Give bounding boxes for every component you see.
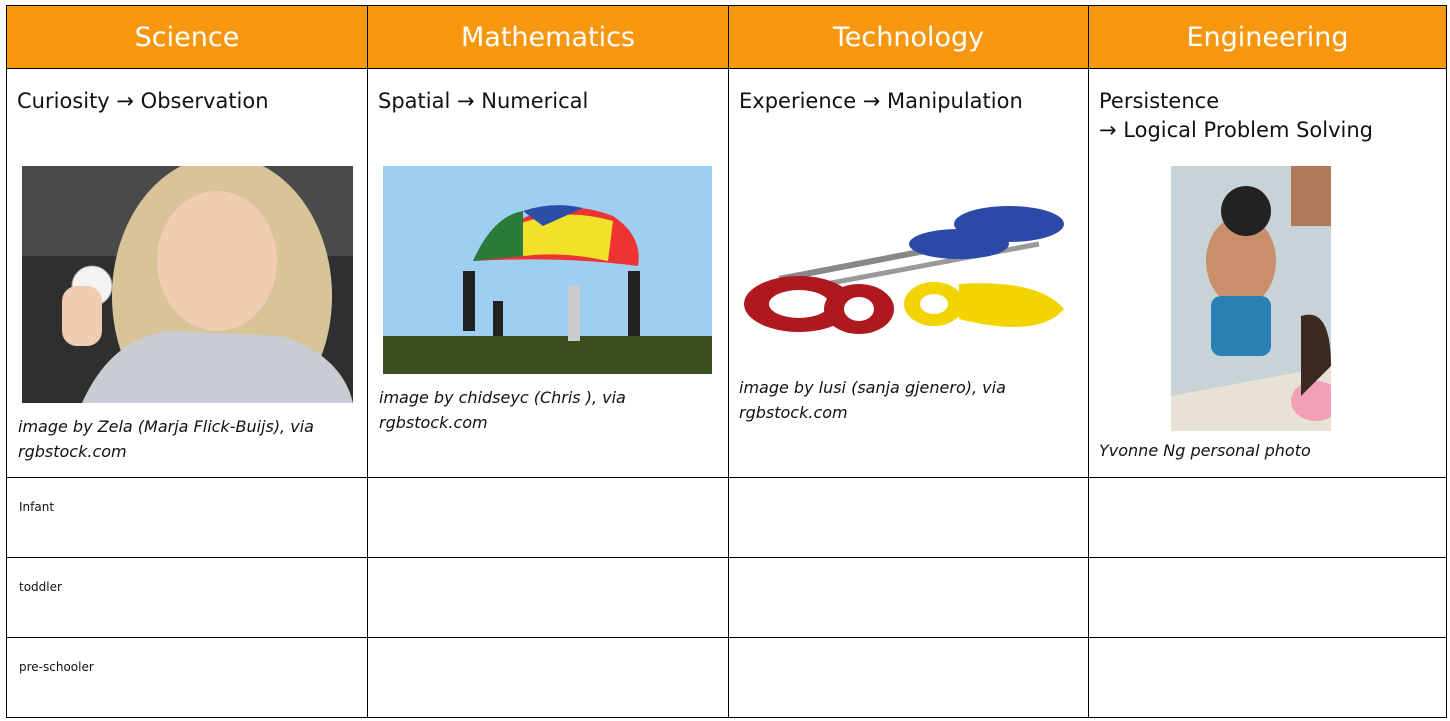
heading-line: Experience → Manipulation (739, 89, 1023, 113)
age-cell: pre-schooler (6, 637, 368, 718)
photo (1171, 166, 1331, 431)
heading-line: → Logical Problem Solving (1099, 118, 1373, 142)
cell-heading: Persistence → Logical Problem Solving (1099, 87, 1373, 145)
age-label: toddler (19, 580, 62, 594)
header-text: Engineering (1186, 21, 1349, 53)
heading-line: Curiosity → Observation (17, 89, 269, 113)
content-cell: Curiosity → Observation image by Zela (M… (6, 68, 368, 478)
age-cell: Infant (6, 477, 368, 558)
empty-cell (367, 557, 729, 638)
image-credit: image by chidseyc (Chris ), via rgbstock… (379, 388, 626, 432)
photo (383, 166, 712, 374)
header-cell: Technology (728, 5, 1089, 69)
empty-cell (1088, 477, 1447, 558)
image-credit: Yvonne Ng personal photo (1099, 441, 1311, 460)
header-text: Mathematics (461, 21, 635, 53)
age-label: pre-schooler (19, 660, 94, 674)
image-credit: image by lusi (sanja gjenero), via rgbst… (739, 378, 1006, 422)
header-cell: Science (6, 5, 368, 69)
photo (22, 166, 353, 403)
empty-cell (728, 637, 1089, 718)
cell-heading: Curiosity → Observation (17, 87, 269, 116)
age-label: Infant (19, 500, 55, 514)
content-cell: Spatial → Numerical image by chidseyc (C… (367, 68, 729, 478)
header-cell: Engineering (1088, 5, 1447, 69)
header-text: Technology (832, 21, 985, 53)
empty-cell (728, 557, 1089, 638)
photo (744, 206, 1064, 334)
empty-cell (367, 477, 729, 558)
empty-cell (367, 637, 729, 718)
empty-cell (1088, 557, 1447, 638)
content-cell: Experience → Manipulation image by lusi … (728, 68, 1089, 478)
heading-line: Spatial → Numerical (378, 89, 589, 113)
content-cell: Persistence → Logical Problem Solving Yv… (1088, 68, 1447, 478)
empty-cell (728, 477, 1089, 558)
age-cell: toddler (6, 557, 368, 638)
cell-heading: Spatial → Numerical (378, 87, 588, 116)
header-text: Science (134, 21, 240, 53)
header-cell: Mathematics (367, 5, 729, 69)
empty-cell (1088, 637, 1447, 718)
heading-line: Persistence (1099, 89, 1220, 113)
image-credit: image by Zela (Marja Flick-Buijs), via r… (18, 417, 314, 461)
cell-heading: Experience → Manipulation (739, 87, 1023, 116)
